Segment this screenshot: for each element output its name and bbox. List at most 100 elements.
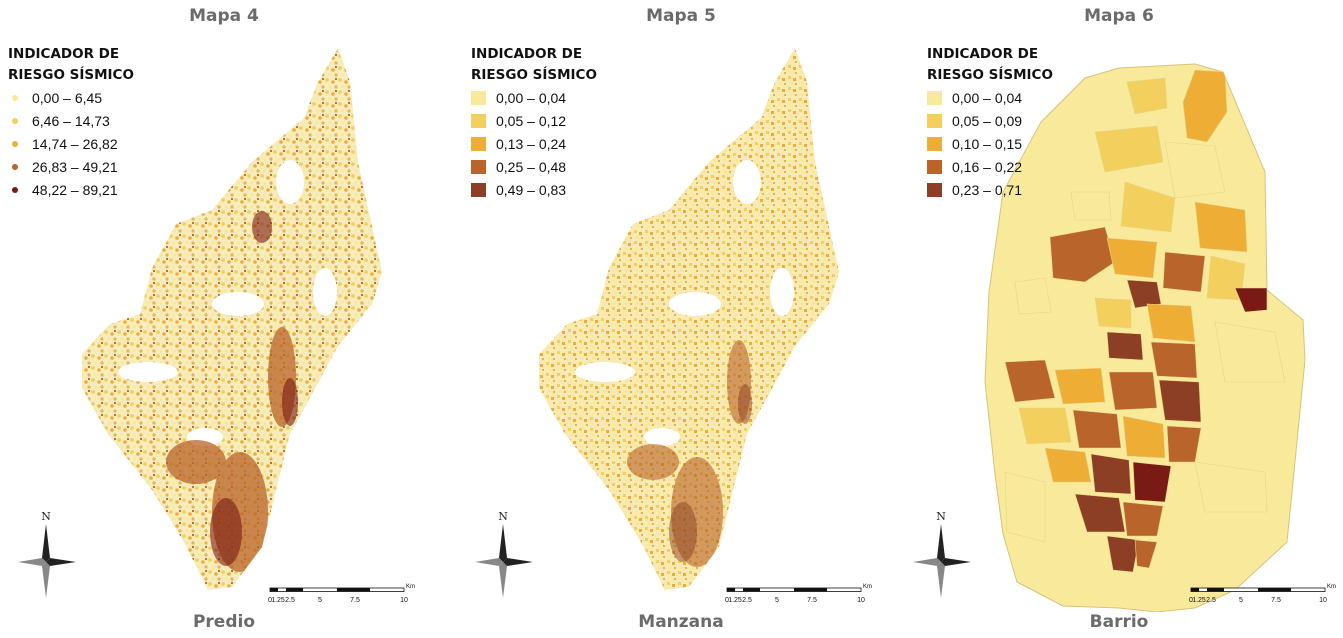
scale-tick: 0 (1189, 597, 1193, 604)
scale-tick: 7.5 (350, 597, 360, 604)
scale-bar: Km 0 1.25 2.5 5 7.5 10 (1189, 584, 1336, 604)
legend-item: 6,46 – 14,73 (8, 109, 134, 132)
scale-unit: Km (863, 584, 872, 590)
legend-label: 0,25 – 0,48 (496, 158, 567, 175)
legend-label: 26,83 – 49,21 (32, 158, 118, 175)
scale-tick: 1.25 (271, 597, 285, 604)
legend-title-line1: INDICADOR DE (471, 46, 583, 62)
scale-tick: 5 (318, 597, 322, 604)
map-title: Mapa 4 (189, 6, 259, 26)
legend-swatch (12, 94, 18, 101)
map-area: N Km 0 1.25 2.5 5 7.5 10 (895, 42, 1343, 612)
legend-label: 0,23 – 0,71 (952, 181, 1023, 198)
legend-swatch (471, 90, 486, 105)
legend-swatch (471, 182, 486, 197)
legend-item: 0,49 – 0,83 (471, 178, 597, 201)
scale-tick: 7.5 (1271, 597, 1281, 604)
legend-label: 0,49 – 0,83 (496, 181, 567, 198)
legend-label: 14,74 – 26,82 (32, 135, 118, 152)
neighborhood-polygons (1004, 69, 1286, 573)
compass-rose: N (913, 510, 971, 598)
scale-tick: 0 (725, 597, 729, 604)
legend-label: 0,16 – 0,22 (952, 158, 1023, 175)
legend: INDICADOR DE RIESGO SÍSMICO 0,00 – 0,04 … (927, 44, 1053, 201)
scale-bar: Km 0 1.25 2.5 5 7.5 10 (268, 584, 415, 604)
scale-tick: 5 (775, 597, 779, 604)
scale-tick: 10 (400, 597, 408, 604)
scale-unit: Km (1327, 584, 1336, 590)
map-panel-predio: Mapa 4 INDICADOR DE RIESGO SÍSMICO 0,00 … (0, 0, 448, 638)
legend-item: 0,10 – 0,15 (927, 132, 1053, 155)
legend-label: 6,46 – 14,73 (32, 112, 110, 129)
scale-tick: 1.25 (1192, 597, 1206, 604)
legend-swatch (12, 117, 18, 124)
legend-title-line1: INDICADOR DE (8, 46, 120, 62)
legend-title-line2: RIESGO SÍSMICO (471, 67, 597, 83)
legend-swatch (12, 186, 18, 193)
legend-label: 0,00 – 6,45 (32, 89, 103, 106)
map-panel-manzana: Mapa 5 INDICADOR DE RIESGO SÍSMICO 0,00 … (457, 0, 905, 638)
compass-rose: N (18, 510, 76, 598)
legend-swatch (927, 136, 942, 151)
legend-item: 26,83 – 49,21 (8, 155, 134, 178)
legend-swatch (471, 136, 486, 151)
legend-swatch (927, 159, 942, 174)
map-area: N Km 0 1.25 2.5 5 7.5 10 (457, 42, 905, 612)
scale-tick: 5 (1239, 597, 1243, 604)
legend-item: 0,00 – 6,45 (8, 86, 134, 109)
legend-swatch (471, 159, 486, 174)
legend: INDICADOR DE RIESGO SÍSMICO 0,00 – 6,45 … (8, 44, 134, 201)
legend-item: 0,00 – 0,04 (927, 86, 1053, 109)
legend-item: 0,05 – 0,09 (927, 109, 1053, 132)
legend-label: 0,10 – 0,15 (952, 135, 1023, 152)
scale-tick: 10 (857, 597, 865, 604)
legend-label: 0,00 – 0,04 (496, 89, 567, 106)
north-label: N (936, 510, 946, 523)
scale-tick: 0 (268, 597, 272, 604)
map-panel-barrio: Mapa 6 INDICADOR DE RIESGO SÍSMICO 0,00 … (895, 0, 1343, 638)
legend-item: 14,74 – 26,82 (8, 132, 134, 155)
legend: INDICADOR DE RIESGO SÍSMICO 0,00 – 0,04 … (471, 44, 597, 201)
north-label: N (41, 510, 51, 523)
map-caption: Barrio (1089, 612, 1149, 632)
scale-bar: Km 0 1.25 2.5 5 7.5 10 (725, 584, 872, 604)
legend-label: 48,22 – 89,21 (32, 181, 118, 198)
map-title: Mapa 5 (646, 6, 716, 26)
map-area: N Km 0 1.25 2.5 5 7.5 10 (0, 42, 448, 612)
scale-tick: 2.5 (1206, 597, 1216, 604)
north-label: N (498, 510, 508, 523)
legend-item: 0,25 – 0,48 (471, 155, 597, 178)
legend-item: 0,13 – 0,24 (471, 132, 597, 155)
scale-tick: 10 (1319, 597, 1327, 604)
scale-unit: Km (406, 584, 415, 590)
legend-swatch (927, 90, 942, 105)
scale-tick: 1.25 (728, 597, 742, 604)
legend-swatch (12, 140, 18, 147)
scale-tick: 7.5 (807, 597, 817, 604)
map-title: Mapa 6 (1084, 6, 1154, 26)
legend-swatch (12, 163, 18, 170)
map-caption: Manzana (638, 612, 724, 632)
legend-swatch (471, 113, 486, 128)
legend-item: 0,00 – 0,04 (471, 86, 597, 109)
map-caption: Predio (192, 612, 256, 632)
legend-label: 0,05 – 0,09 (952, 112, 1023, 129)
compass-rose: N (475, 510, 533, 598)
legend-item: 0,23 – 0,71 (927, 178, 1053, 201)
scale-tick: 2.5 (742, 597, 752, 604)
scale-tick: 2.5 (285, 597, 295, 604)
legend-item: 0,16 – 0,22 (927, 155, 1053, 178)
legend-label: 0,05 – 0,12 (496, 112, 567, 129)
dot-density-map: N Km 0 1.25 2.5 5 7.5 10 (18, 48, 415, 604)
legend-title-line1: INDICADOR DE (927, 46, 1039, 62)
legend-label: 0,13 – 0,24 (496, 135, 567, 152)
legend-item: 0,05 – 0,12 (471, 109, 597, 132)
legend-swatch (927, 113, 942, 128)
block-map: N Km 0 1.25 2.5 5 7.5 10 (475, 48, 872, 604)
legend-title-line2: RIESGO SÍSMICO (8, 67, 134, 83)
legend-swatch (927, 182, 942, 197)
choropleth-map: N Km 0 1.25 2.5 5 7.5 10 (913, 63, 1336, 612)
legend-title-line2: RIESGO SÍSMICO (927, 67, 1053, 83)
legend-label: 0,00 – 0,04 (952, 89, 1023, 106)
legend-item: 48,22 – 89,21 (8, 178, 134, 201)
